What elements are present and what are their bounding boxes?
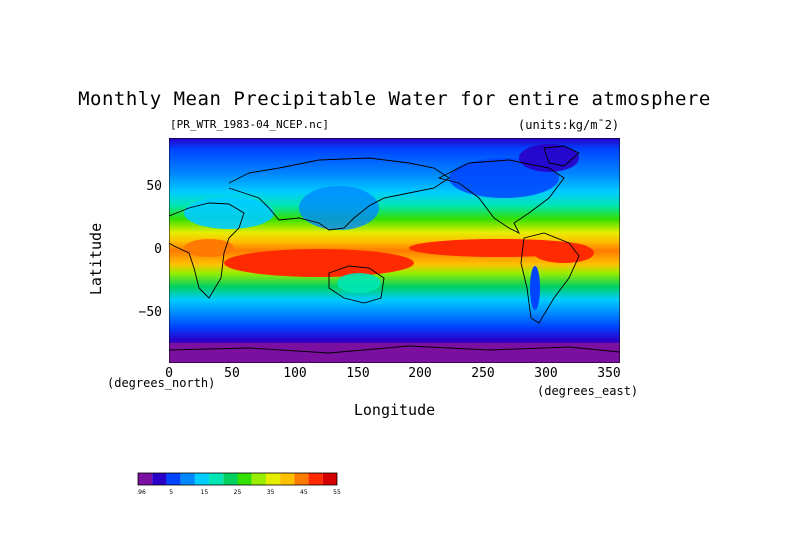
x-unit-label: (degrees_east) (537, 384, 639, 398)
colorbar-tick-label: 25 (234, 489, 242, 496)
colorbar-swatch (308, 473, 323, 485)
colorbar-swatches: -1.96 5 15 25 35 45 55 (130, 472, 341, 496)
colorbar-swatch (294, 473, 309, 485)
colorbar: -1.96 5 15 25 35 45 55 (130, 472, 342, 502)
coastlines (169, 145, 620, 354)
colorbar-swatch (180, 473, 195, 485)
colorbar-swatch (166, 473, 181, 485)
colorbar-swatch (194, 473, 210, 485)
sahara-dry-region (184, 197, 274, 229)
y-axis-label: Latitude (87, 222, 106, 296)
x-tick-label: 250 (471, 366, 495, 381)
africa-moist-region (184, 239, 234, 257)
y-tick-label: 0 (154, 242, 162, 257)
colorbar-swatch (223, 473, 238, 485)
y-tick-label: −50 (138, 305, 162, 320)
colorbar-tick-label: 55 (333, 489, 341, 496)
x-tick-label: 50 (224, 366, 240, 381)
x-axis-label: Longitude (353, 401, 436, 419)
coast-south-america (520, 232, 580, 324)
x-tick-label: 300 (534, 366, 558, 381)
x-tick-label: 100 (283, 366, 307, 381)
colorbar-swatch (209, 473, 224, 485)
colorbar-swatch (265, 473, 281, 485)
antarctica-dry-region (169, 343, 620, 363)
colorbar-swatch (152, 473, 167, 485)
file-name-label: [PR_WTR_1983-04_NCEP.nc] (170, 118, 329, 131)
colorbar-swatch (237, 473, 252, 485)
colorbar-swatch (280, 473, 295, 485)
precipitable-water-map (169, 138, 620, 363)
colorbar-swatch (138, 473, 153, 485)
colorbar-frame (137, 472, 338, 486)
colorbar-tick-label: 45 (300, 489, 308, 496)
coast-antarctica (169, 345, 620, 354)
x-tick-label: 200 (408, 366, 432, 381)
coast-greenland (543, 145, 580, 167)
warm-pool-west-pacific (224, 249, 414, 277)
x-tick-label: 350 (597, 366, 621, 381)
x-tick-label: 150 (346, 366, 370, 381)
colorbar-tick-label: 35 (267, 489, 275, 496)
tibet-dry-region (299, 186, 379, 230)
coast-africa (169, 202, 245, 299)
andes-dry-region (530, 266, 540, 310)
coast-north-america (437, 159, 565, 235)
x-tick-label: 0 (165, 366, 173, 381)
coast-australia (328, 265, 385, 304)
coast-eurasia (228, 157, 450, 231)
colorbar-swatch (251, 473, 266, 485)
australia-dry-region (337, 273, 381, 293)
chart-title: Monthly Mean Precipitable Water for enti… (78, 88, 711, 110)
colorbar-swatch (322, 473, 337, 485)
y-tick-label: 50 (146, 179, 162, 194)
colorbar-tick-label: 15 (201, 489, 209, 496)
colorbar-tick-label: -1.96 (137, 489, 146, 496)
amazon-moist-region (534, 243, 594, 263)
colorbar-tick-label: 5 (169, 489, 173, 496)
units-label: (units:kg/m¯2) (518, 118, 620, 132)
y-unit-label: (degrees_north) (107, 376, 216, 390)
